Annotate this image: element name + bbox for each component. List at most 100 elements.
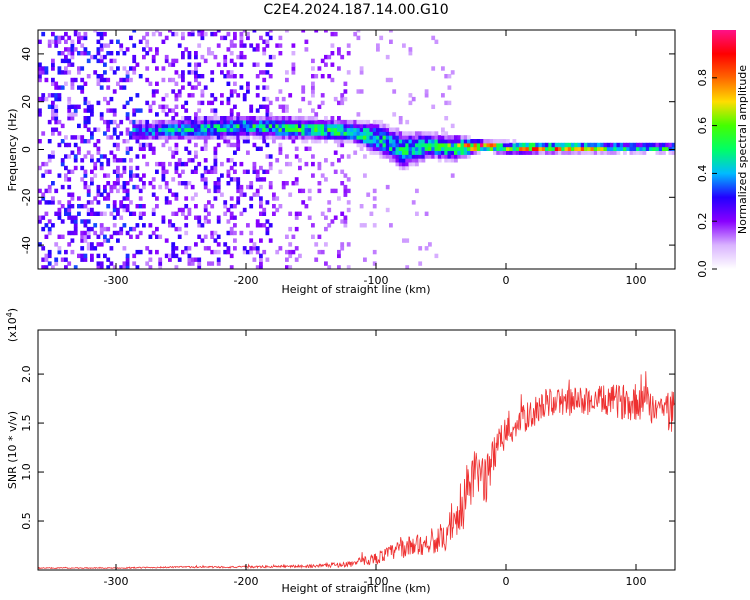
spectrogram-cell [337,116,341,121]
spectrogram-cell [148,81,153,86]
spectrogram-cell [73,215,78,220]
spectrogram-cell [207,131,211,136]
spectrogram-cell [259,131,263,136]
spectrogram-cell [395,154,400,159]
spectrogram-cell [145,51,150,56]
spectrogram-cell [171,223,176,228]
spectrogram-cell [223,200,228,205]
spectrogram-cell [402,165,406,171]
spectrogram-cell [103,196,107,201]
spectrogram-cell [408,154,413,159]
spectrogram-cell [132,127,137,132]
spectrogram-cell [298,135,302,140]
spectrogram-cell [86,211,91,216]
spectrogram-y-tick-label: 0 [20,146,33,153]
spectrogram-cell [246,249,250,255]
spectrogram-cell [246,135,250,140]
spectrogram-cell [275,116,280,121]
spectrogram-cell [90,154,94,159]
spectrogram-cell [216,123,221,129]
spectrogram-cell [145,131,150,136]
spectrogram-cell [80,234,85,239]
spectrogram-cell [385,154,390,159]
spectrogram-cell [142,123,146,129]
spectrogram-cell [398,161,403,167]
spectrogram-cell [311,108,315,113]
spectrogram-cell [327,265,332,269]
spectrogram-cell [408,139,413,144]
spectrogram-cell [246,89,250,94]
spectrogram-cell [51,58,55,64]
spectrogram-cell [226,127,231,132]
spectrogram-cell [229,253,234,259]
spectrogram-cell [486,139,491,144]
spectrogram-cell [233,131,237,136]
snr-y-tick-label: 2.0 [20,365,33,383]
spectrogram-cell [629,150,634,155]
spectrogram-cell [51,127,55,132]
spectrogram-cell [457,142,462,148]
spectrogram-cell [184,127,189,132]
spectrogram-cell [96,192,101,197]
spectrogram-cell [233,43,237,48]
spectrogram-cell [93,70,98,75]
spectrogram-cell [174,226,179,232]
spectrogram-cell [177,119,182,125]
spectrogram-cell [64,173,68,178]
spectrogram-cell [294,177,299,182]
spectrogram-cell [67,142,72,148]
spectrogram-cell [304,135,309,140]
spectrogram-cell [424,146,429,151]
spectrogram-cell [353,139,358,144]
spectrogram-cell [122,188,127,194]
spectrogram-cell [184,161,189,167]
spectrogram-cell [567,150,572,155]
spectrogram-cell [343,135,348,140]
spectrogram-cell [600,142,605,148]
spectrogram-cell [324,123,328,129]
spectrogram-cell [73,165,78,171]
spectrogram-cell [181,54,185,60]
spectrogram-cell [473,142,478,148]
spectrogram-cell [171,108,176,113]
spectrogram-cell [496,142,501,148]
spectrogram-cell [96,51,101,56]
spectrogram-cell [122,85,127,90]
spectrogram-cell [246,85,250,90]
spectrogram-cell [210,165,215,171]
spectrogram-cell [652,146,657,151]
spectrogram-cell [255,169,260,174]
spectrogram-cell [632,146,637,151]
spectrogram-cell [67,215,72,220]
spectrogram-cell [200,123,205,129]
spectrogram-cell [376,142,380,148]
spectrogram-cell [265,31,270,37]
spectrogram-cell [405,158,410,163]
spectrogram-cell [171,135,176,140]
spectrogram-cell [138,188,143,194]
spectrogram-cell [112,207,117,213]
spectrogram-cell [125,112,130,117]
spectrogram-cell [145,66,150,71]
spectrogram-cell [119,85,124,90]
spectrogram-cell [268,123,273,129]
spectrogram-cell [184,223,189,228]
spectrogram-cell [623,150,627,155]
spectrogram-cell [301,131,306,136]
spectrogram-cell [67,192,72,197]
spectrogram-cell [626,146,631,151]
spectrogram-cell [200,89,205,94]
spectrogram-cell [207,246,211,251]
spectrogram-cell [350,135,354,140]
spectrogram-cell [288,249,293,255]
spectrogram-cell [174,112,179,117]
spectrogram-cell [333,131,338,136]
spectrogram-cell [190,93,195,98]
spectrogram-cell [96,31,101,37]
spectrogram-cell [340,100,345,106]
spectrogram-cell [41,173,46,178]
spectrogram-cell [77,66,81,71]
spectrogram-cell [181,135,185,140]
spectrogram-cell [164,169,169,174]
